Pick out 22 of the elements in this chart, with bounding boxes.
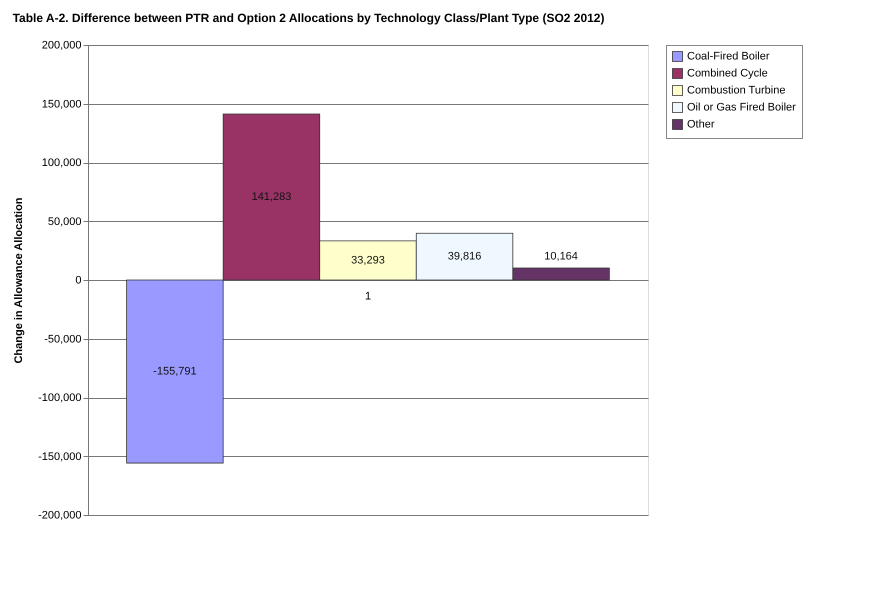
legend-label: Coal-Fired Boiler <box>687 50 770 62</box>
data-label: 141,283 <box>252 190 292 203</box>
y-tick-label: -150,000 <box>38 450 82 463</box>
legend-label: Oil or Gas Fired Boiler <box>687 102 796 114</box>
y-tick-label: -100,000 <box>38 392 82 404</box>
x-tick-label: 1 <box>364 290 372 302</box>
data-label: 39,816 <box>448 250 482 263</box>
legend-label: Other <box>687 118 715 130</box>
y-tick-label: 200,000 <box>42 40 82 52</box>
data-label: -155,791 <box>153 366 197 378</box>
legend-label: Combined Cycle <box>687 68 768 80</box>
y-tick-label: -50,000 <box>44 333 82 346</box>
y-axis-title: Change in Allowance Allocation <box>13 197 26 364</box>
y-tick-label: 100,000 <box>42 157 82 169</box>
y-tick-label: 50,000 <box>48 216 82 228</box>
data-label: 33,293 <box>351 254 385 266</box>
data-label: 10,164 <box>544 250 578 262</box>
y-tick-label: 150,000 <box>42 98 82 110</box>
legend-label: Combustion Turbine <box>687 84 786 96</box>
y-tick-label: 0 <box>75 274 82 286</box>
chart-title: Table A-2. Difference between PTR and Option 2 Allocations by Technology Class/Plant Type (SO2 2012) <box>12 11 604 25</box>
y-tick-label: -200,000 <box>38 510 82 522</box>
